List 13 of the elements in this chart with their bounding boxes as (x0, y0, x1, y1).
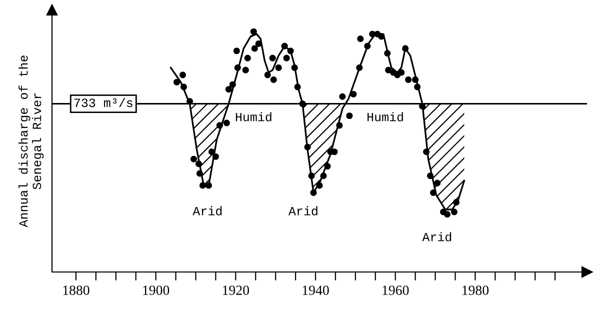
annotation: Humid (236, 112, 272, 122)
x-tick-label: 1960 (382, 286, 409, 295)
annotation: Humid (368, 112, 403, 122)
x-tick-label: 1980 (462, 286, 489, 295)
x-tick-label: 1900 (143, 286, 170, 295)
annotation: Arid (288, 206, 318, 216)
x-tick-label: 1920 (222, 286, 250, 295)
annotation: Arid (422, 232, 452, 242)
x-tick-label: 1880 (63, 286, 90, 295)
y-axis-title: Annual discharge of the Senegal River (18, 56, 44, 228)
ref-line-label: 733 m³/s (74, 98, 132, 108)
x-tick-label: 1940 (302, 286, 329, 295)
annotation: Arid (192, 206, 222, 216)
